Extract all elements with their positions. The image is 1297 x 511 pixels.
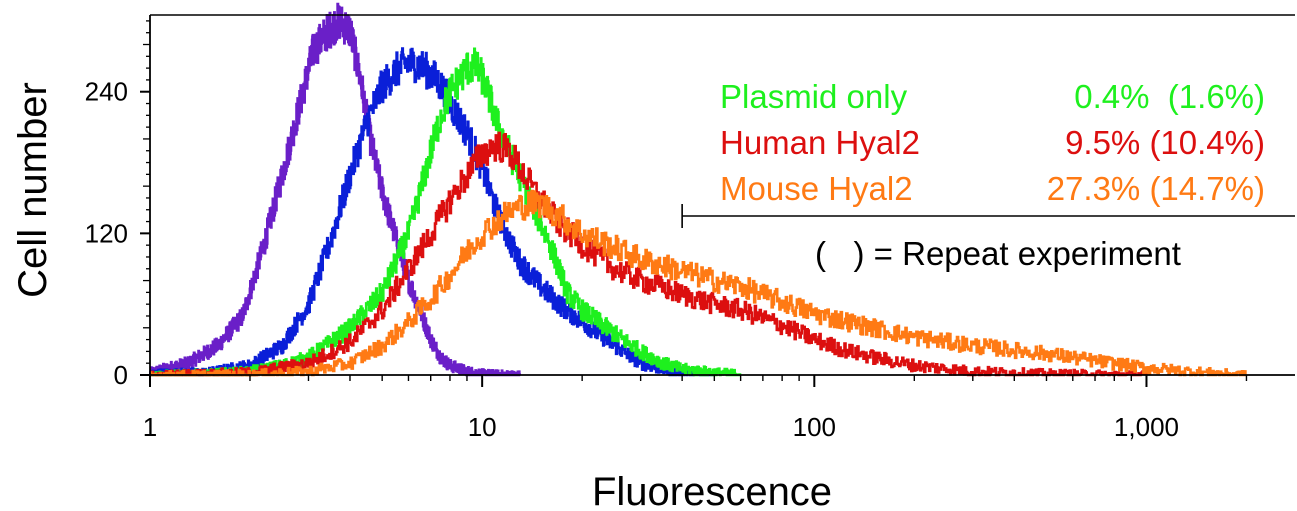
legend-value: 9.5% (10.4%) — [1065, 124, 1265, 161]
legend-value: 27.3% (14.7%) — [1047, 170, 1265, 207]
legend-label: Mouse Hyal2 — [720, 170, 913, 207]
histogram-series-1 — [149, 2, 521, 377]
x-tick-label: 1 — [143, 412, 157, 442]
legend-label: Plasmid only — [720, 78, 908, 115]
x-axis-label: Fluorescence — [592, 470, 832, 511]
axes: 1 10 100 1,000 0 120 240 — [85, 14, 1295, 442]
y-axis-ticks: 0 120 240 — [85, 20, 150, 390]
y-tick-label: 240 — [85, 77, 128, 107]
histogram-series-5 — [149, 189, 1247, 377]
legend-label: Human Hyal2 — [720, 124, 920, 161]
histogram-series-2 — [149, 47, 716, 377]
legend: Plasmid only 0.4% (1.6%) Human Hyal2 9.5% (… — [720, 78, 1265, 207]
legend-value: 0.4% (1.6%) — [1074, 78, 1265, 115]
repeat-experiment-note: ( ) = Repeat experiment — [815, 235, 1181, 272]
x-tick-label: 1,000 — [1114, 412, 1179, 442]
y-tick-label: 0 — [114, 360, 128, 390]
y-axis-label: Cell number — [11, 82, 55, 298]
x-tick-label: 100 — [793, 412, 836, 442]
x-tick-label: 10 — [468, 412, 497, 442]
y-tick-label: 120 — [85, 218, 128, 248]
x-axis-ticks: 1 10 100 1,000 — [143, 375, 1248, 442]
